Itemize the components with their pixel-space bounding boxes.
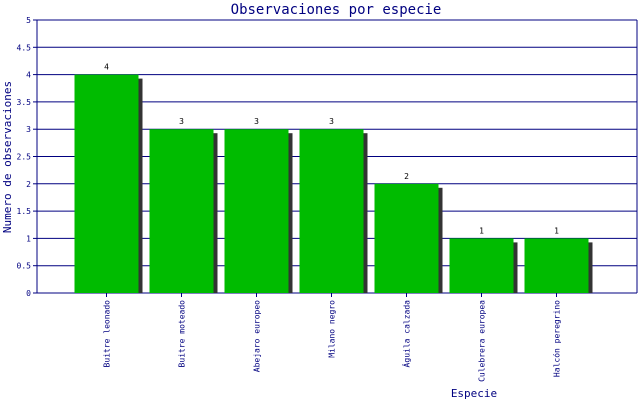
y-tick-label: 1 [26,234,31,243]
bar [449,238,514,293]
data-labels: 4 3 3 3 2 1 1 [104,63,559,236]
x-axis-label: Especie [451,387,497,400]
y-tick-label: 1.5 [17,207,32,216]
data-label: 3 [329,117,334,126]
data-label: 1 [479,226,484,235]
x-tick-label: Águila calzada [401,300,412,368]
x-tick-label: Abejaro europeo [253,300,262,372]
y-axis-label: Numero de observaciones [1,81,14,233]
x-tick-labels: Buitre leonado Buitre moteado Abejaro euro… [103,300,562,382]
x-tick-label: Buitre moteado [178,300,187,368]
y-tick-label: 0.5 [17,262,32,271]
x-tick-label: Halcón peregrino [552,300,562,377]
bars [74,74,593,293]
data-label: 3 [254,117,259,126]
y-tick-label: 0 [26,289,31,298]
bar [224,129,289,293]
x-tick-label: Milano negro [328,300,337,358]
y-tick-label: 3.5 [17,98,32,107]
data-label: 3 [179,117,184,126]
y-tick-label: 3 [26,125,31,134]
x-tick-label: Culebrera europea [478,300,487,382]
y-tick-label: 5 [26,16,31,25]
y-tick-label: 2.5 [17,153,32,162]
x-tick-label: Buitre leonado [103,300,112,368]
data-label: 2 [404,172,409,181]
bar [74,74,139,293]
chart-title: Observaciones por especie [231,2,442,18]
data-label: 4 [104,63,109,72]
y-tick-label: 4 [26,71,31,80]
bar [374,183,439,293]
bar [149,129,214,293]
y-tick-label: 2 [26,180,31,189]
y-tick-label: 4.5 [17,43,32,52]
bar [299,129,364,293]
bar [524,238,589,293]
y-tick-labels: 0 0.5 1 1.5 2 2.5 3 3.5 4 4.5 5 [17,16,32,298]
data-label: 1 [554,226,559,235]
